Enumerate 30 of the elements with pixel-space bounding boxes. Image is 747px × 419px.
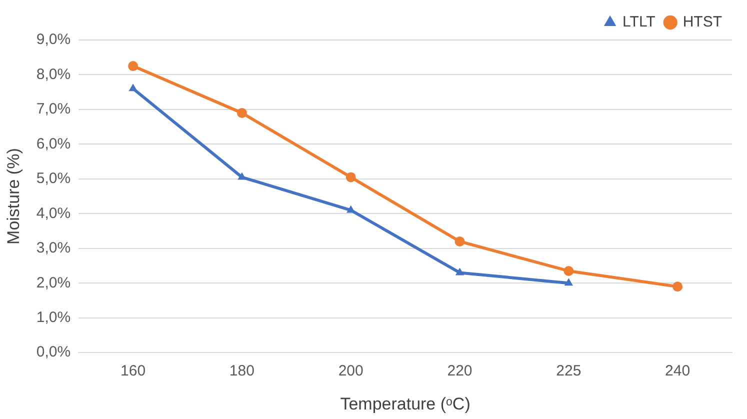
point [346,172,356,182]
point [672,282,683,292]
point [238,172,246,180]
point [128,61,138,72]
point [454,236,465,246]
y-axis-title: Moisture (%) [4,148,23,244]
point [128,84,138,92]
y-tick-label: 6,0% [36,135,71,152]
point [564,278,573,286]
y-tick-label: 3,0% [36,240,71,257]
x-tick-label: 180 [229,362,254,380]
point [236,108,247,118]
legend-label: LTLT [622,14,656,31]
legend-label: HTST [682,14,722,31]
y-tick-label: 0,0% [36,344,71,361]
x-tick-label: 220 [447,362,472,380]
point [564,266,574,276]
y-tick-label: 5,0% [36,170,71,188]
y-tick-label: 7,0% [36,100,71,118]
x-axis-title: Temperature (ᵒC) [340,394,470,414]
x-tick-label: 240 [665,362,690,380]
point [455,268,464,276]
y-tick-label: 9,0% [36,31,71,48]
y-tick-label: 1,0% [36,309,71,326]
x-tick-label: 225 [556,362,582,380]
x-tick-label: 160 [120,362,146,380]
y-tick-label: 2,0% [36,274,71,292]
y-tick-label: 4,0% [36,204,71,222]
y-tick-label: 8,0% [36,66,71,83]
x-tick-label: 200 [338,362,364,380]
